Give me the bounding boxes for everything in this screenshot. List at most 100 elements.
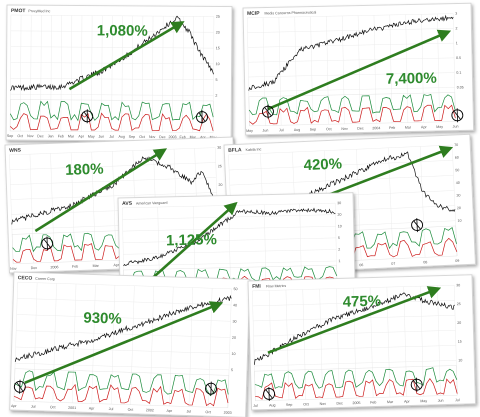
y-tick-label: 25 (216, 15, 220, 19)
circle-slash (16, 382, 24, 392)
x-tick-label: Oct (139, 135, 145, 139)
x-tick-label: Jul (31, 405, 36, 409)
grid-line-v (72, 283, 77, 403)
x-tick-label: Sep (129, 135, 135, 139)
grid-line-v (356, 149, 362, 261)
oscillator-green-line (9, 100, 214, 122)
trend-arrow (267, 29, 452, 111)
grid-line-v (20, 15, 22, 132)
price-series-line (14, 294, 232, 362)
x-tick-label: Oct (326, 127, 332, 131)
grid-line-v (50, 15, 52, 132)
y-tick-label: 50 (234, 287, 238, 291)
grid-line-v (302, 289, 307, 400)
y-tick-label: 20 (218, 183, 222, 187)
x-tick-label: Jul (279, 128, 284, 132)
y-tick-label: 3 (455, 12, 457, 16)
x-tick-label: Feb (58, 134, 64, 138)
y-tick-label: 70 (454, 143, 458, 147)
signal-circle-marker (205, 381, 217, 396)
grid-line-v (40, 15, 42, 132)
y-tick-label: 5 (338, 236, 340, 240)
ticker-label: CECO (18, 275, 33, 281)
x-tick-label: Dec (31, 266, 38, 270)
x-tick-label: 2003 (168, 135, 176, 139)
signal-circle-marker (451, 108, 464, 123)
x-tick-label: Feb (72, 265, 78, 269)
signal-circle-marker (41, 236, 54, 251)
circle-slash (43, 239, 51, 248)
x-tick-label: Jan (48, 134, 54, 138)
x-tick-label: Jun (438, 399, 444, 403)
x-tick-label: Mar (93, 264, 100, 268)
x-tick-label: Oct (205, 410, 211, 414)
circle-slash (453, 111, 461, 120)
oscillator-red-line (13, 383, 229, 407)
x-tick-label: Feb (389, 126, 395, 130)
grid-line-h (248, 87, 455, 92)
grid-line-v (202, 16, 205, 133)
y-tick-label: 30 (217, 146, 221, 150)
grid-line-v (263, 204, 267, 289)
x-tick-label: Apr (89, 406, 96, 410)
grid-line-v (373, 15, 377, 124)
ticker-label: WNS (9, 147, 22, 153)
trend-arrow (24, 301, 224, 384)
trend-arrow (34, 148, 168, 233)
x-tick-label: Oct (17, 134, 23, 138)
x-tick-label: Apr (113, 263, 120, 267)
grid-line-v (437, 285, 441, 396)
y-tick-label: 30 (337, 201, 341, 205)
x-tick-label: Jun (262, 128, 268, 132)
y-tick-label: 20 (216, 30, 220, 34)
grid-line-v (91, 151, 96, 261)
grid-line-v (80, 15, 83, 132)
x-tick-label: Aug (294, 128, 300, 132)
x-tick-label: Aug (119, 135, 125, 139)
x-tick-label: Mar (190, 135, 197, 139)
grid-line-v (169, 287, 174, 406)
signal-circle-marker (410, 377, 423, 392)
grid-line-v (268, 290, 273, 401)
y-tick-label: 0.05 (457, 85, 464, 89)
x-tick-label: Oct (50, 405, 56, 409)
y-tick-label: 15 (216, 46, 220, 50)
company-label: Medis Cancerns Pharmaceutical (264, 10, 316, 15)
y-tick-label: 2 (338, 248, 340, 252)
x-tick-label: Dec (357, 126, 364, 130)
company-label: American Vanguard (136, 201, 168, 206)
y-tick-label: 0.5 (456, 56, 461, 60)
x-tick-label: Mar (68, 134, 75, 138)
circle-slash (198, 112, 206, 122)
grid-line-h (9, 147, 216, 156)
x-tick-label: Jul (109, 135, 114, 139)
y-tick-label: 50 (455, 168, 459, 172)
circle-slash (207, 384, 215, 393)
x-tick-label: Nov (10, 267, 17, 271)
x-tick-label: Jun (453, 125, 459, 129)
company-label: Flow Metrics (266, 284, 286, 289)
grid-line-v (352, 288, 357, 399)
y-tick-label: 20 (457, 206, 461, 210)
x-tick-label: Dec (336, 401, 343, 405)
grid-line-v (29, 154, 34, 264)
grid-line-v (50, 153, 55, 263)
grid-line-v (52, 283, 57, 403)
x-tick-label: Feb (180, 135, 186, 139)
circle-slash (265, 389, 273, 399)
y-tick-label: 2 (455, 26, 457, 30)
x-tick-label: Sep (310, 127, 316, 131)
grid-line-h (17, 281, 232, 290)
x-tick-label: 08 (423, 260, 427, 264)
grid-line-v (421, 14, 424, 123)
y-tick-label: 10 (338, 224, 342, 228)
y-tick-label: 0.1 (456, 71, 461, 75)
x-tick-label: 2004 (372, 126, 380, 130)
x-tick-label: Feb (370, 400, 376, 404)
y-tick-label: 60 (455, 156, 459, 160)
y-tick-label: 25 (457, 302, 461, 306)
y-tick-label: 10 (457, 219, 461, 223)
x-tick-label: Dec (37, 134, 44, 138)
circle-slash (264, 107, 272, 116)
